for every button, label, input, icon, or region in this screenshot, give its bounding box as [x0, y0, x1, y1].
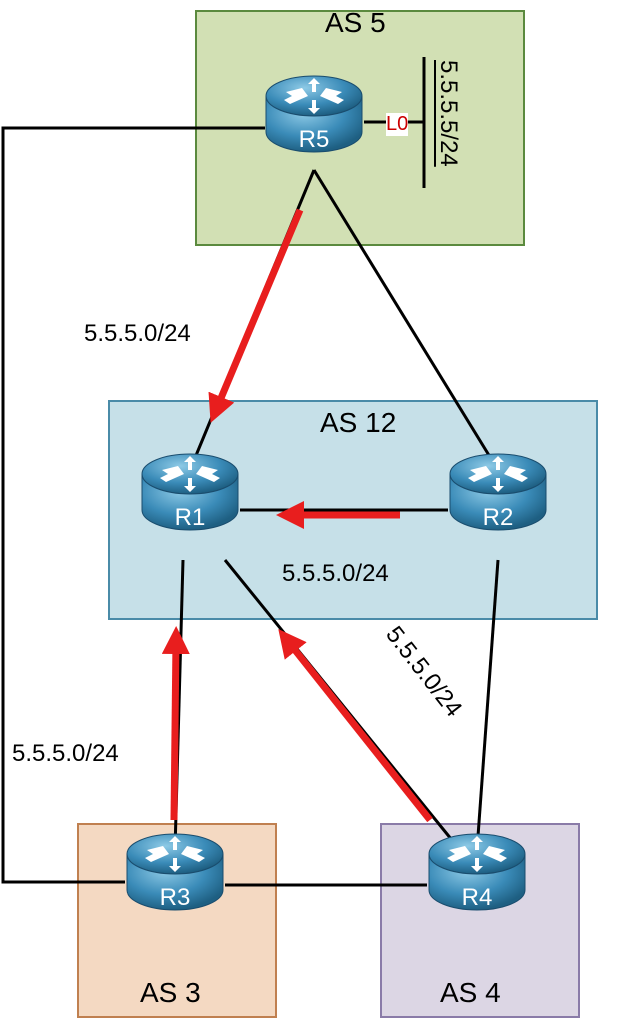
arrows-layer [0, 0, 617, 1024]
arrow-label-3: 5.5.5.0/24 [12, 740, 119, 768]
arrow-label-1: 5.5.5.0/24 [282, 560, 389, 588]
arrow-label-0: 5.5.5.0/24 [84, 320, 191, 348]
loopback-text: 5.5.5.5/24 [434, 60, 462, 167]
loopback-tag: L0 [386, 113, 408, 136]
